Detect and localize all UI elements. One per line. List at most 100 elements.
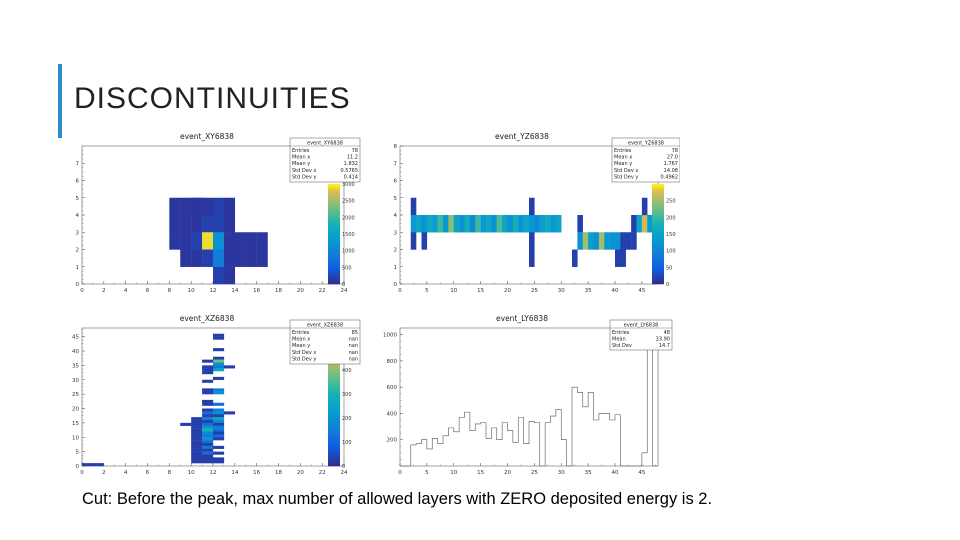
colorbar-segment [652,209,664,212]
heatmap-cell [191,451,203,455]
stats-label: Entries [612,330,630,336]
stats-box [289,319,361,365]
x-tick-label: 12 [210,470,217,474]
x-tick-label: 16 [253,288,260,294]
colorbar-segment [652,204,664,207]
colorbar-segment [328,236,340,240]
heatmap-cell [631,215,637,233]
stats-box [289,137,361,183]
colorbar-segment [328,406,340,410]
colorbar-segment [328,427,340,431]
stats-label: Std Dev y [614,174,638,180]
heatmap-cell [620,249,626,267]
y-tick-label: 20 [72,407,79,413]
x-tick-label: 0 [80,288,84,294]
stats-label: Mean [612,337,626,343]
colorbar-segment [328,463,340,467]
heatmap-cell [223,266,236,285]
colorbar-segment [328,229,340,232]
x-tick-label: 40 [612,288,619,294]
y-tick-label: 200 [387,438,398,444]
colorbar-segment [652,224,664,227]
colorbar-tick-label: 250 [666,199,676,205]
colorbar-tick-label: 100 [342,440,352,446]
colorbar-segment [328,448,340,452]
colorbar-segment [328,373,340,377]
heatmap-cell [202,414,214,418]
stats-value: 14.08 [664,168,678,174]
colorbar-segment [328,259,340,262]
heatmap-cell [213,420,225,424]
colorbar-segment [652,194,664,197]
colorbar-segment [328,394,340,398]
heatmap-cell [577,215,583,233]
stats-box-title: event_LY6838 [624,323,659,329]
stats-label: Std Dev [612,343,632,349]
heatmap-cell [202,399,214,403]
heatmap-cell [213,422,225,426]
heatmap-cell [577,232,583,250]
colorbar-segment [328,221,340,225]
heatmap-cell [213,451,225,455]
heatmap-cell [421,232,428,250]
y-tick-label: 400 [387,411,398,417]
heatmap-cell [615,249,621,267]
y-tick-label: 30 [72,378,79,384]
y-tick-label: 4 [394,213,398,219]
colorbar-segment [328,244,340,247]
heatmap-cell [496,215,503,233]
colorbar-segment [328,261,340,265]
heatmap-cell [202,420,214,424]
x-tick-label: 0 [398,288,402,294]
heatmap-cell [191,420,203,424]
stats-label: Entries [614,148,632,154]
stats-box-title: event_XY6838 [307,141,343,147]
x-tick-label: 8 [168,470,172,474]
colorbar-segment [328,199,340,202]
heatmap-cell [202,249,214,267]
y-tick-label: 3 [394,230,398,236]
x-tick-label: 25 [531,288,538,294]
heatmap-cell [550,215,557,233]
colorbar-segment [652,274,664,277]
colorbar-segment [652,191,664,195]
x-tick-label: 40 [612,470,619,474]
colorbar-segment [652,214,664,217]
stats-value: 1.767 [664,161,678,167]
colorbar-segment [328,436,340,440]
heatmap-cell [234,249,246,267]
plot-title: event_YZ6838 [495,132,549,141]
heatmap-cell [213,425,225,429]
colorbar-segment [652,231,664,235]
x-tick-label: 0 [80,470,84,474]
heatmap-cell [213,359,225,363]
heatmap-cell [213,197,225,216]
x-tick-label: 10 [450,470,457,474]
stats-label: Entries [292,330,310,336]
heatmap-cell [213,402,225,406]
heatmap-cell [191,215,203,233]
colorbar-tick-label: 3000 [342,182,355,188]
heatmap-cell [213,417,225,421]
colorbar-segment [328,246,340,250]
colorbar-segment [328,254,340,257]
stats-value: 11.2 [347,155,358,161]
heatmap-cell [202,443,214,447]
stats-value: nan [349,337,358,343]
y-tick-label: 5 [394,196,398,202]
heatmap-cell [223,411,236,415]
heatmap-cell [491,215,497,233]
heatmap-cell [604,232,610,250]
heatmap-cell [191,457,203,461]
colorbar-segment [328,367,340,371]
colorbar-segment [328,274,340,277]
colorbar-tick-label: 2000 [342,215,355,221]
colorbar-segment [652,186,664,190]
heatmap-cell [641,215,648,233]
y-tick-label: 0 [76,464,80,470]
heatmap-cell [202,422,214,426]
colorbar-segment [328,234,340,237]
y-tick-label: 2 [76,248,80,254]
heatmap-cell [410,215,417,233]
heatmap-cell [191,460,203,464]
